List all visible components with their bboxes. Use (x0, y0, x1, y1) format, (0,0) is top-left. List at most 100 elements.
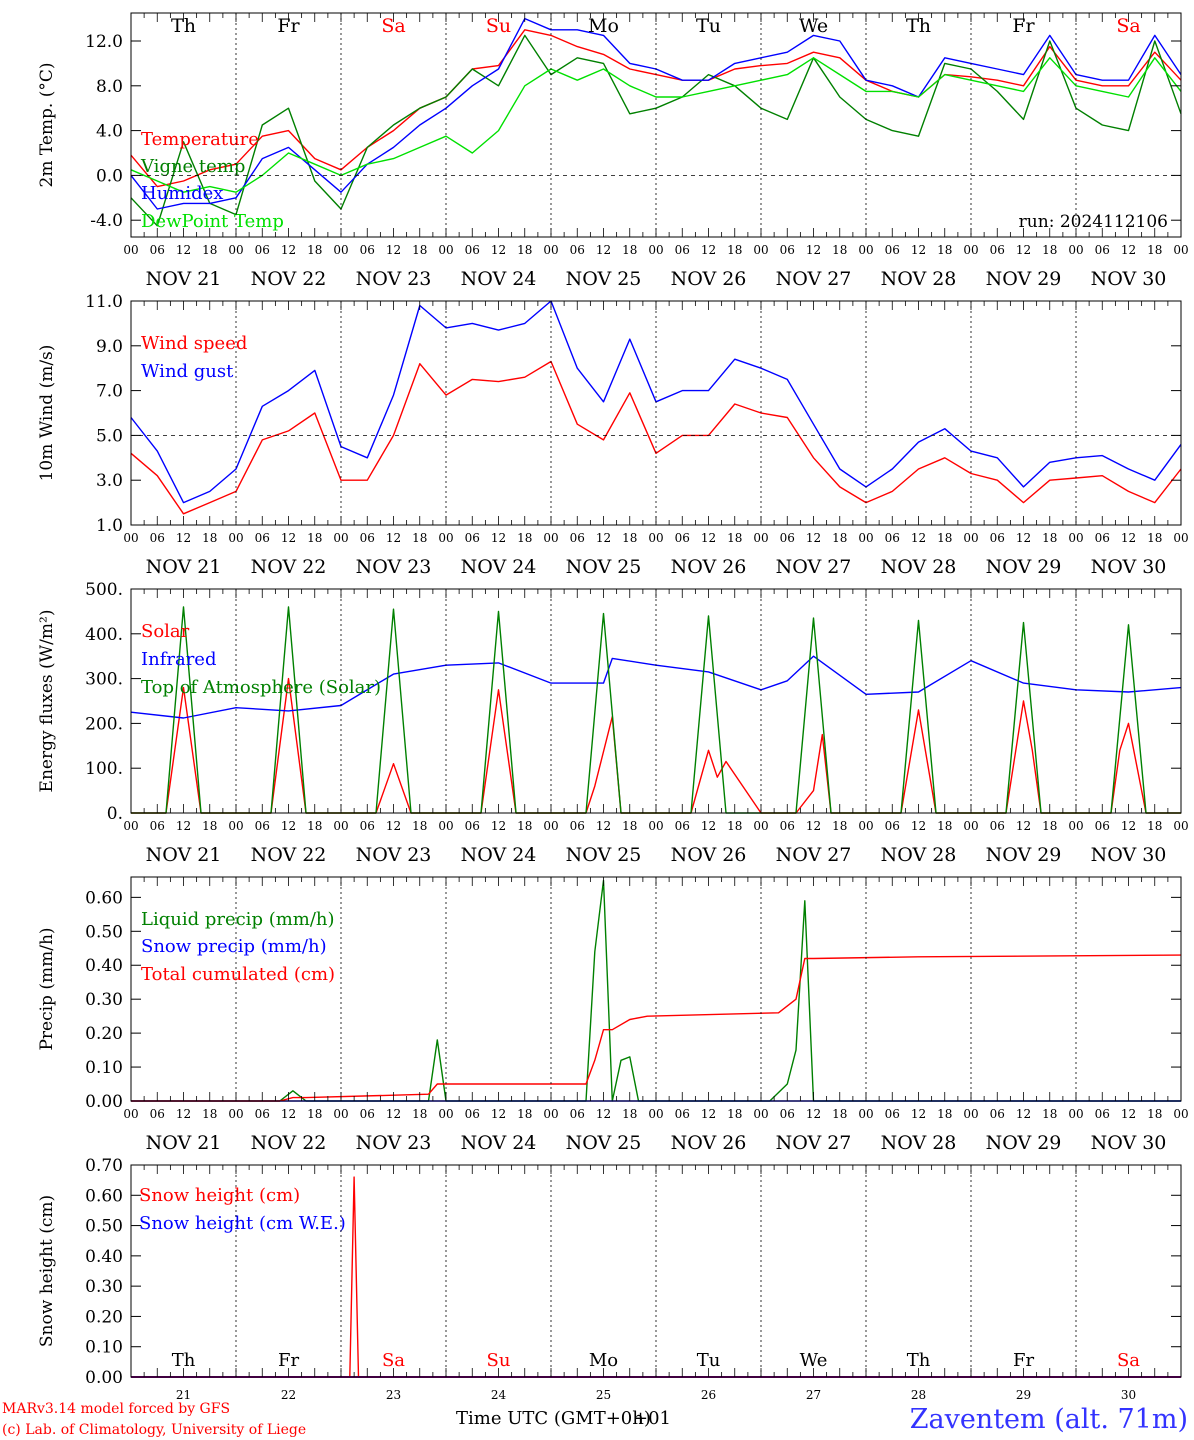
date-label: NOV 22 (251, 1132, 327, 1154)
hour-tick-label: 18 (727, 1107, 742, 1121)
series-line (130, 57, 1182, 193)
y-tick-label: 0.00 (85, 1092, 123, 1112)
hour-tick-label: 06 (150, 819, 165, 833)
hour-tick-label: 00 (1173, 819, 1188, 833)
hour-tick-label: 06 (1095, 531, 1110, 545)
date-label: NOV 21 (146, 844, 222, 866)
run-label: run: 2024112106 (1019, 212, 1168, 232)
date-label: NOV 26 (671, 268, 747, 290)
day-number-label: 25 (596, 1388, 611, 1402)
hour-tick-label: 00 (858, 243, 873, 257)
date-label: NOV 30 (1091, 1132, 1167, 1154)
hour-tick-label: 12 (806, 1107, 821, 1121)
hour-tick-label: 06 (255, 819, 270, 833)
hour-tick-label: 00 (543, 243, 558, 257)
hour-tick-label: 12 (1121, 819, 1136, 833)
date-label: NOV 22 (251, 844, 327, 866)
y-axis-label: Precip (mm/h) (37, 927, 57, 1050)
date-label: NOV 27 (776, 1132, 852, 1154)
hour-tick-label: 12 (281, 243, 296, 257)
date-label: NOV 23 (356, 556, 432, 578)
hour-tick-label: 18 (202, 243, 217, 257)
hour-tick-label: 06 (1095, 1107, 1110, 1121)
date-label: NOV 25 (566, 1132, 642, 1154)
y-tick-label: 0.50 (85, 1217, 123, 1237)
plot-frame (130, 876, 1182, 1102)
hour-tick-label: 00 (228, 1107, 243, 1121)
hour-tick-label: 18 (832, 1107, 847, 1121)
hour-tick-label: 12 (281, 1107, 296, 1121)
hour-tick-label: 12 (491, 819, 506, 833)
hour-tick-label: 00 (1173, 531, 1188, 545)
lab-credit: (c) Lab. of Climatology, University of L… (2, 1422, 306, 1438)
hour-tick-label: 00 (543, 819, 558, 833)
hour-tick-label: 12 (176, 243, 191, 257)
y-tick-label: 0.0 (96, 166, 123, 186)
date-label: NOV 23 (356, 1132, 432, 1154)
hour-tick-label: 12 (911, 1107, 926, 1121)
hour-tick-label: 00 (123, 819, 138, 833)
weekday-label: Mo (588, 15, 619, 37)
weekday-label: Fr (1012, 15, 1035, 37)
y-tick-label: -4.0 (90, 211, 123, 231)
hour-tick-label: 12 (806, 819, 821, 833)
hour-tick-label: 06 (255, 1107, 270, 1121)
hour-tick-label: 00 (753, 819, 768, 833)
hour-tick-label: 18 (1147, 819, 1162, 833)
weekday-label: Th (906, 15, 931, 37)
hour-tick-label: 06 (465, 243, 480, 257)
hour-tick-label: 06 (465, 531, 480, 545)
hour-tick-label: 00 (963, 819, 978, 833)
legend: Snow height (cm) Snow height (cm W.E.) (139, 1185, 346, 1234)
hour-tick-label: 18 (412, 1107, 427, 1121)
hour-tick-label: 00 (1173, 1107, 1188, 1121)
day-number-label: 21 (176, 1388, 191, 1402)
date-label: NOV 25 (566, 844, 642, 866)
date-label: NOV 21 (146, 556, 222, 578)
plot-frame (130, 588, 1182, 814)
date-label: NOV 21 (146, 1132, 222, 1154)
hour-tick-label: 18 (832, 531, 847, 545)
hour-tick-label: 18 (937, 819, 952, 833)
weekday-label: Fr (1013, 1350, 1034, 1371)
hour-tick-label: 06 (780, 1107, 795, 1121)
legend-infrared: Infrared (141, 649, 216, 670)
hour-tick-label: 00 (333, 819, 348, 833)
y-tick-label: 0.20 (85, 1024, 123, 1044)
weekday-label: Th (907, 1350, 931, 1371)
hour-tick-label: 06 (570, 819, 585, 833)
hour-tick-label: 18 (517, 819, 532, 833)
panel-energy-fluxes: Energy fluxes (W/m²) Solar Infrared Top … (37, 580, 1189, 866)
hour-tick-label: 00 (1068, 243, 1083, 257)
hour-tick-label: 00 (438, 819, 453, 833)
hour-tick-label: 12 (386, 531, 401, 545)
hour-tick-label: 12 (806, 531, 821, 545)
hour-tick-label: 18 (937, 531, 952, 545)
hour-tick-label: 12 (596, 531, 611, 545)
hour-tick-label: 18 (1042, 819, 1057, 833)
hour-tick-label: 06 (150, 243, 165, 257)
hour-tick-label: 06 (360, 819, 375, 833)
series-line (130, 360, 1182, 515)
hour-tick-label: 12 (1016, 243, 1031, 257)
date-label: NOV 26 (671, 844, 747, 866)
legend-toa-solar: Top of Atmosphere (Solar) (141, 677, 381, 698)
legend-wind-gust: Wind gust (141, 361, 234, 382)
y-tick-label: 0.50 (85, 922, 123, 942)
hour-tick-label: 00 (1068, 1107, 1083, 1121)
weekday-label: Sa (1116, 15, 1140, 37)
hour-tick-label: 18 (1147, 1107, 1162, 1121)
date-label: NOV 28 (881, 844, 957, 866)
hour-tick-label: 00 (858, 531, 873, 545)
date-label: NOV 28 (881, 268, 957, 290)
hour-tick-label: 18 (622, 531, 637, 545)
legend-temperature: Temperature (141, 129, 259, 150)
hour-tick-label: 06 (465, 1107, 480, 1121)
hour-tick-label: 12 (1016, 531, 1031, 545)
hour-tick-label: 06 (1095, 243, 1110, 257)
hour-tick-label: 00 (963, 1107, 978, 1121)
y-tick-label: 0.30 (85, 1277, 123, 1297)
y-tick-label: 400. (85, 625, 123, 645)
y-tick-label: 3.0 (96, 471, 123, 491)
